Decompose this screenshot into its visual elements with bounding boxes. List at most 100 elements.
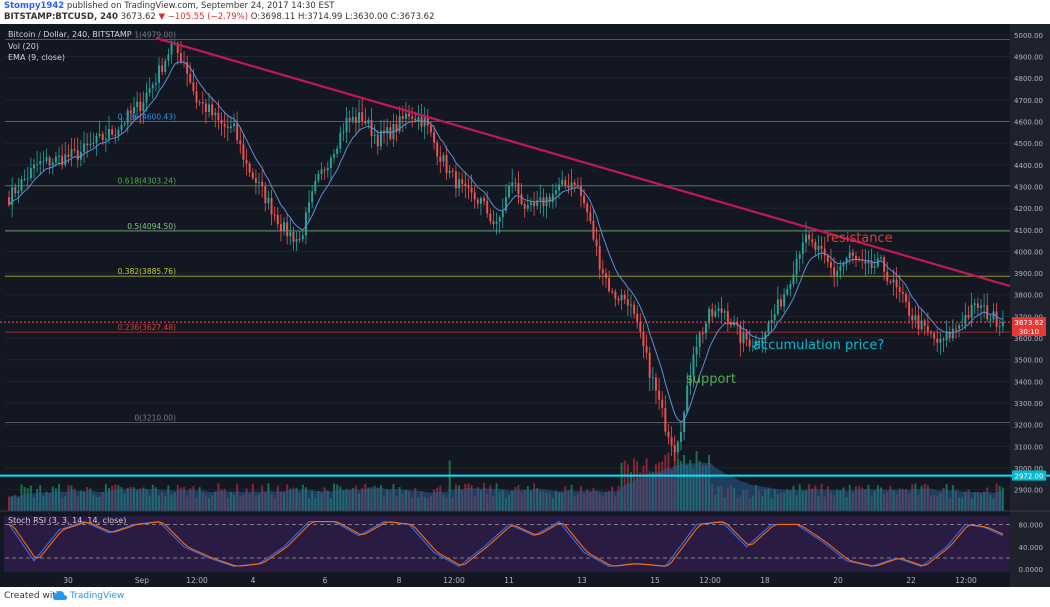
- candle-body: [264, 186, 267, 204]
- candle-body: [429, 125, 432, 133]
- time-tick: 12:00: [955, 576, 977, 585]
- candle-body: [436, 142, 439, 157]
- candle-body: [167, 54, 170, 61]
- publish-info: published on TradingView.com, September …: [66, 1, 335, 11]
- candle-body: [36, 164, 39, 166]
- resistance-label: resistance: [826, 231, 893, 246]
- price-tick: 3000.00: [1014, 465, 1043, 473]
- time-tick: 18: [760, 576, 770, 585]
- candle-body: [545, 196, 548, 207]
- fib-label: 1(4979.00): [134, 30, 176, 39]
- candle-body: [464, 183, 467, 186]
- candle-body: [558, 184, 561, 191]
- candle-body: [648, 352, 651, 378]
- publish-line: Stompy1942 published on TradingView.com,…: [4, 1, 334, 12]
- candle-body: [361, 112, 364, 122]
- candle-body: [251, 172, 254, 179]
- candle-body: [948, 332, 951, 339]
- candle-body: [267, 197, 270, 204]
- candle-body: [414, 118, 417, 121]
- candle-body: [930, 331, 932, 334]
- candle-body: [448, 170, 451, 174]
- time-tick: 4: [251, 576, 256, 585]
- fib-label: 0.5(4094.50): [127, 222, 176, 231]
- candle-body: [529, 202, 532, 206]
- fib-label: 0.786(4600.43): [118, 112, 176, 121]
- candle-body: [217, 112, 220, 120]
- candle-body: [1001, 322, 1004, 327]
- candle-body: [89, 143, 92, 146]
- candle-body: [51, 162, 54, 166]
- time-axis[interactable]: 30 Sep 12:00 4 6 8 12:00 11 13 15 12:00 18 20 22 12:00: [63, 576, 977, 585]
- candle-body: [320, 169, 323, 174]
- price-chart[interactable]: 1(4979.00) 0.786(4600.43) 0.618(4303.24) 0.…: [0, 24, 1050, 587]
- candle-body: [836, 271, 839, 276]
- candle-body: [679, 432, 682, 442]
- candle-body: [479, 198, 482, 204]
- author-name[interactable]: Stompy1942: [4, 1, 65, 11]
- price-tick: 5000.00: [1014, 32, 1043, 40]
- candle-body: [611, 291, 614, 293]
- candle-body: [229, 126, 232, 128]
- candle-body: [398, 116, 401, 132]
- price-tick: 4900.00: [1014, 53, 1043, 61]
- candle-body: [136, 101, 139, 108]
- candle-body: [101, 133, 104, 141]
- candle-body: [823, 248, 826, 256]
- candle-body: [95, 135, 98, 143]
- candle-body: [701, 333, 704, 335]
- candle-body: [233, 123, 235, 127]
- candle-body: [873, 266, 876, 268]
- candle-body: [826, 255, 829, 262]
- candle-body: [708, 308, 711, 324]
- candle-body: [551, 193, 554, 202]
- candle-body: [473, 192, 476, 200]
- candle-body: [498, 217, 501, 222]
- candle-body: [676, 441, 679, 453]
- candle-body: [980, 305, 982, 309]
- candle-body: [29, 168, 32, 179]
- time-tick: 13: [577, 576, 587, 585]
- candle-body: [151, 84, 154, 89]
- candle-body: [333, 153, 336, 158]
- candle-body: [880, 257, 882, 259]
- candle-body: [620, 294, 623, 301]
- candle-body: [223, 123, 226, 127]
- candle-body: [770, 319, 773, 323]
- candle-body: [692, 354, 695, 376]
- candle-body: [661, 399, 664, 408]
- candle-body: [395, 124, 398, 132]
- candle-body: [279, 224, 282, 231]
- candle-body: [714, 311, 717, 317]
- candle-body: [808, 234, 811, 240]
- candle-body: [783, 294, 786, 307]
- candle-body: [270, 197, 273, 215]
- candle-body: [351, 116, 354, 121]
- candle-body: [336, 148, 339, 154]
- candle-body: [179, 53, 182, 63]
- resistance-trendline[interactable]: [155, 37, 1011, 288]
- volume-ma-area: [9, 462, 1003, 511]
- price-tick: 3100.00: [1014, 443, 1043, 451]
- candle-body: [905, 293, 907, 302]
- tradingview-brand[interactable]: TradingView: [70, 591, 125, 601]
- tradingview-cloud-icon: [53, 591, 67, 600]
- candle-body: [33, 164, 35, 169]
- candle-body: [470, 187, 473, 193]
- time-tick: 6: [323, 576, 328, 585]
- last-price-text: 3673.62: [120, 12, 156, 22]
- candle-body: [273, 214, 276, 216]
- time-tick: 8: [397, 576, 402, 585]
- candle-body: [501, 210, 504, 218]
- candle-body: [805, 234, 807, 243]
- candle-body: [345, 117, 348, 133]
- price-tick: 3400.00: [1014, 378, 1043, 386]
- candle-body: [623, 294, 626, 300]
- price-tick: 3300.00: [1014, 400, 1043, 408]
- candle-body: [626, 299, 629, 306]
- candle-body: [739, 325, 742, 344]
- candle-body: [492, 221, 495, 224]
- candle-body: [64, 154, 67, 165]
- price-axis[interactable]: 5000.00 4900.00 4800.00 4700.00 4600.00 4500.…: [1012, 32, 1046, 495]
- price-tick: 4400.00: [1014, 162, 1043, 170]
